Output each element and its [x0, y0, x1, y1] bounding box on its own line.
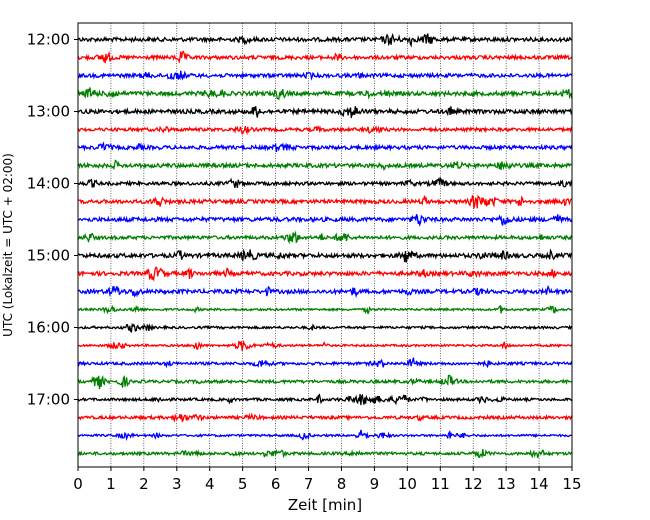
x-tick-label: 8: [337, 475, 347, 493]
trace-row: [77, 412, 573, 423]
x-axis-label: Zeit [min]: [288, 496, 362, 514]
x-tick-label: 9: [370, 475, 380, 493]
x-tick-label: 3: [172, 475, 182, 493]
x-tick-label: 11: [431, 475, 450, 493]
trace-row: [78, 194, 573, 209]
trace-row: [77, 304, 573, 315]
trace-row: [77, 357, 573, 369]
trace-row: [77, 176, 573, 188]
x-tick-label: 15: [562, 475, 581, 493]
trace-row: [77, 266, 573, 282]
x-tick-label: 2: [139, 475, 149, 493]
trace-row: [77, 87, 573, 101]
x-tick-label: 13: [497, 475, 516, 493]
x-tick-label: 6: [271, 475, 281, 493]
x-tick-label: 1: [106, 475, 116, 493]
trace-row: [77, 50, 573, 64]
trace-row: [77, 322, 573, 334]
y-tick-label: 14:00: [27, 175, 70, 193]
trace-row: [77, 141, 573, 153]
x-tick-label: 5: [238, 475, 248, 493]
trace-row: [77, 159, 573, 171]
trace-row: [77, 393, 573, 406]
x-tick-label: 14: [530, 475, 549, 493]
trace-row: [77, 32, 573, 48]
x-tick-label: 10: [398, 475, 417, 493]
plot-frame: [77, 22, 573, 468]
y-axis-label: UTC (Lokalzeit = UTC + 02:00): [1, 153, 15, 337]
plot-background: [78, 23, 572, 467]
grid-lines: [110, 23, 540, 467]
trace-row: [77, 214, 573, 228]
x-axis: 0 1 2 3 4 5 6 7 8 9 10 11 12 13 14 15: [73, 467, 582, 493]
y-tick-label: 15:00: [27, 247, 70, 265]
y-tick-label: 13:00: [27, 103, 70, 121]
x-tick-label: 4: [205, 475, 215, 493]
trace-row: [77, 125, 573, 136]
traces: [77, 32, 573, 459]
y-tick-label: 16:00: [27, 319, 70, 337]
trace-row: [77, 339, 573, 351]
trace-row: [77, 230, 573, 245]
y-tick-label: 17:00: [27, 391, 70, 409]
x-tick-label: 12: [464, 475, 483, 493]
trace-row: [77, 448, 573, 459]
trace-row: [77, 284, 573, 299]
trace-row: [77, 106, 573, 119]
trace-row: [77, 374, 573, 390]
trace-row: [77, 70, 573, 81]
y-tick-label: 12:00: [27, 31, 70, 49]
x-tick-label: 0: [73, 475, 83, 493]
y-axis: 12:00 13:00 14:00 15:00 16:00 17:00: [27, 31, 78, 409]
trace-row: [77, 429, 572, 442]
trace-row: [77, 248, 573, 263]
x-tick-label: 7: [304, 475, 314, 493]
